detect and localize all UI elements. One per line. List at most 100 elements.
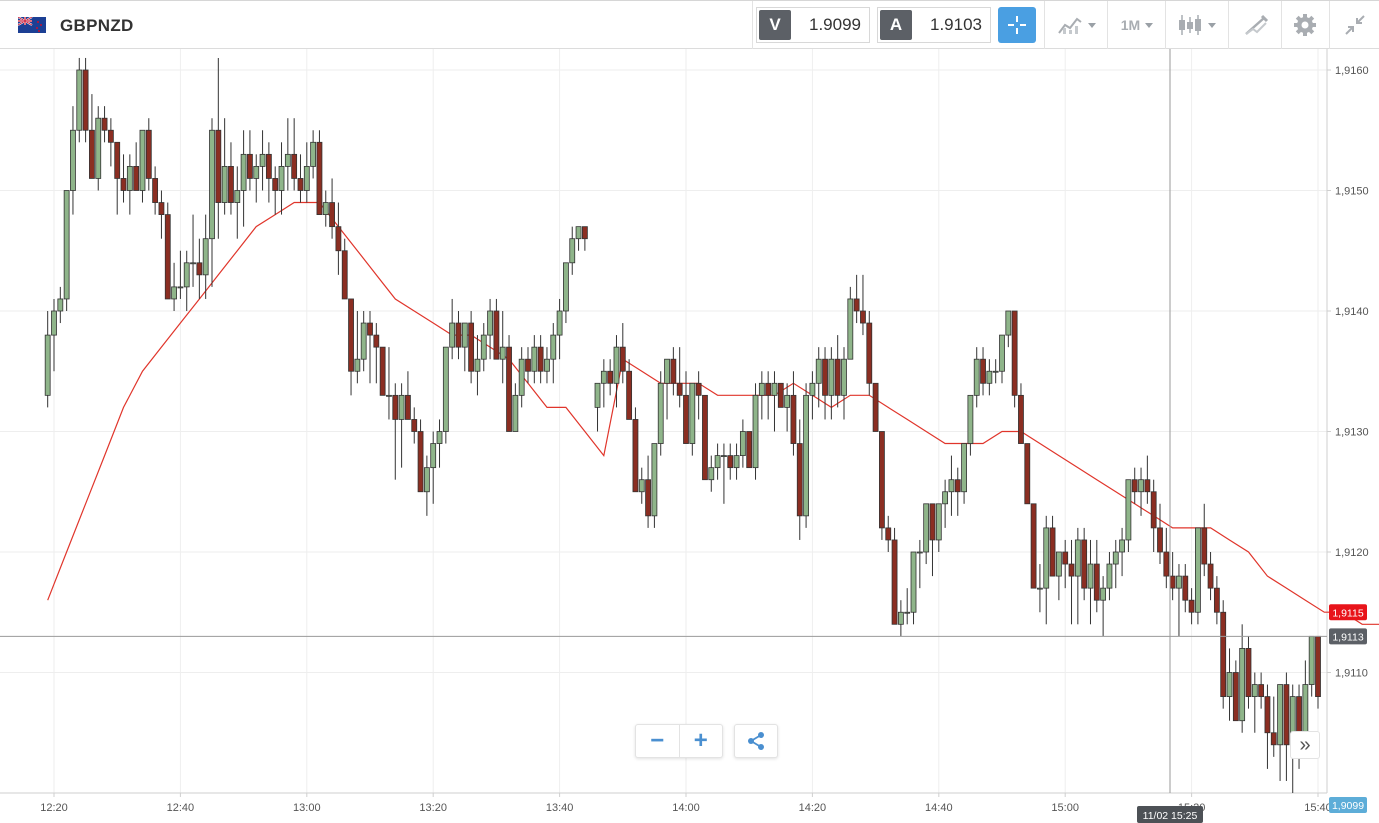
price-tick-label: 1,9140 bbox=[1335, 306, 1369, 318]
candle bbox=[689, 382, 696, 456]
sell-price-button[interactable]: V 1.9099 bbox=[756, 7, 870, 43]
candle bbox=[714, 443, 721, 480]
toolbar-divider bbox=[1044, 1, 1045, 49]
price-tick-label: 1,9120 bbox=[1335, 547, 1369, 559]
candle-body-up bbox=[531, 346, 538, 372]
candle-body-up bbox=[487, 310, 493, 336]
share-button[interactable] bbox=[734, 724, 778, 758]
candle bbox=[1011, 310, 1018, 408]
indicators-button[interactable] bbox=[1170, 7, 1222, 43]
candle bbox=[367, 311, 373, 384]
candle-body-up bbox=[423, 467, 430, 493]
candle bbox=[348, 298, 354, 396]
candle bbox=[1207, 552, 1214, 601]
candle-body-down bbox=[335, 226, 342, 252]
price-marker-label: 1,9115 bbox=[1332, 607, 1363, 619]
candle bbox=[171, 262, 177, 311]
candle bbox=[89, 94, 95, 179]
draw-tools-button[interactable] bbox=[1236, 7, 1276, 43]
candle bbox=[973, 347, 980, 408]
candle bbox=[1043, 515, 1050, 625]
candle-body-down bbox=[676, 382, 683, 396]
settings-button[interactable] bbox=[1287, 7, 1323, 43]
candle bbox=[190, 214, 196, 287]
candle bbox=[1182, 564, 1189, 613]
candle-body-down bbox=[1315, 635, 1321, 697]
candle-body-down bbox=[1270, 732, 1277, 746]
candle bbox=[1068, 539, 1075, 625]
candle-body-up bbox=[847, 298, 854, 360]
candle bbox=[904, 588, 911, 625]
candle-body-up bbox=[935, 503, 942, 541]
zoom-out-button[interactable]: − bbox=[650, 727, 665, 754]
candle-body-down bbox=[417, 431, 424, 493]
chevron-down-icon bbox=[1087, 22, 1096, 28]
candle bbox=[461, 322, 468, 372]
candle-body-down bbox=[1232, 672, 1239, 722]
candle bbox=[853, 274, 860, 324]
candle-body-up bbox=[758, 382, 765, 396]
candle bbox=[1163, 527, 1170, 589]
candle-body-up bbox=[550, 334, 557, 360]
price-axis: 1,9110 1,9120 1,9130 1,9140 1,9150 1,9160 bbox=[1327, 65, 1369, 680]
candle bbox=[1074, 527, 1081, 625]
chart-type-button[interactable] bbox=[1050, 7, 1102, 43]
candle-body-up bbox=[1239, 648, 1246, 722]
candle-body-up bbox=[923, 503, 930, 553]
candle bbox=[550, 323, 557, 384]
candle bbox=[1157, 503, 1163, 565]
candle-body-up bbox=[44, 334, 51, 396]
instrument-symbol: GBPNZD bbox=[60, 16, 134, 35]
candle bbox=[215, 57, 222, 239]
price-chart[interactable]: 1,9110 1,9120 1,9130 1,9140 1,9150 1,9160 12:… bbox=[0, 49, 1379, 823]
candle-body-down bbox=[196, 262, 203, 276]
candle-body-up bbox=[386, 394, 392, 397]
candle-body-down bbox=[107, 129, 114, 143]
candle bbox=[177, 250, 184, 299]
candle-body-up bbox=[613, 346, 620, 384]
candle bbox=[664, 358, 670, 420]
buy-price-button[interactable]: A 1.9103 bbox=[877, 7, 991, 43]
candle bbox=[777, 382, 784, 408]
candle-body-up bbox=[51, 310, 57, 336]
time-tick-label: 15:00 bbox=[1051, 802, 1079, 814]
candle-body-down bbox=[1068, 563, 1075, 577]
candle-body-down bbox=[1182, 575, 1189, 601]
candle-body-down bbox=[145, 129, 152, 179]
candle-body-up bbox=[70, 129, 76, 191]
candle-body-down bbox=[727, 455, 734, 469]
candle bbox=[676, 347, 683, 408]
crosshair-time-label: 11/02 15:25 bbox=[1137, 806, 1203, 823]
candle bbox=[790, 371, 797, 456]
time-tick-label: 13:00 bbox=[293, 802, 321, 814]
candle-body-up bbox=[904, 611, 911, 614]
zoom-in-button[interactable]: + bbox=[678, 725, 723, 757]
gb-nz-flag-icon bbox=[18, 17, 46, 33]
candle-body-up bbox=[1119, 539, 1125, 553]
candle bbox=[923, 503, 930, 565]
candle-body-down bbox=[341, 250, 348, 300]
candle bbox=[322, 190, 329, 227]
candle bbox=[423, 455, 430, 516]
candle bbox=[803, 383, 809, 528]
buy-label: A bbox=[880, 10, 912, 40]
scroll-to-latest-button[interactable]: » bbox=[1290, 731, 1320, 759]
candle-body-up bbox=[739, 431, 746, 457]
candle-body-down bbox=[980, 358, 986, 384]
candle bbox=[379, 346, 386, 396]
candle bbox=[272, 166, 279, 215]
candle bbox=[999, 334, 1005, 384]
time-tick-label: 14:20 bbox=[799, 802, 827, 814]
collapse-button[interactable] bbox=[1338, 7, 1372, 43]
crosshair-time-bg bbox=[1137, 806, 1203, 823]
candle bbox=[82, 57, 89, 143]
candle bbox=[1213, 576, 1220, 625]
candle bbox=[139, 129, 146, 203]
share-icon bbox=[748, 732, 764, 750]
candle-body-up bbox=[190, 262, 196, 265]
candle bbox=[929, 503, 936, 577]
timeframe-dropdown[interactable]: 1M bbox=[1112, 7, 1162, 43]
candle-body-up bbox=[177, 286, 184, 289]
candle bbox=[916, 539, 923, 589]
crosshair-button[interactable] bbox=[998, 7, 1036, 43]
